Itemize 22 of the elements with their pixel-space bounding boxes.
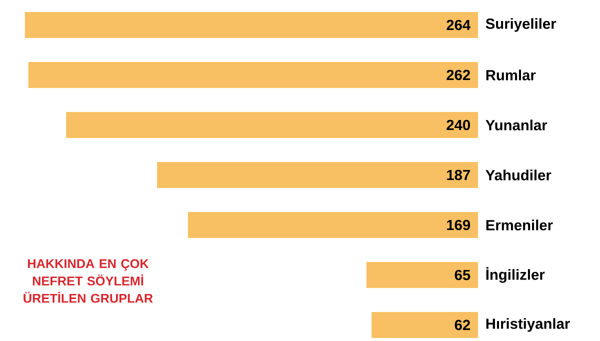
bar [188, 212, 478, 238]
bar [372, 312, 478, 338]
data-label: 264 [446, 20, 471, 30]
data-label: 169 [447, 220, 470, 230]
bar [157, 162, 478, 188]
bar [28, 62, 478, 88]
data-label: 65 [454, 270, 470, 280]
y-tick-label: Yahudiler [486, 170, 552, 180]
data-label: 240 [446, 120, 470, 130]
y-tick-label: Ermeniler [486, 220, 553, 230]
y-tick-label: Suriyeliler [486, 18, 556, 32]
data-label: 262 [446, 70, 470, 80]
data-label: 187 [447, 170, 470, 180]
bar [24, 12, 478, 38]
bar [66, 112, 478, 138]
bar [366, 262, 478, 288]
data-label: 62 [454, 320, 470, 330]
y-tick-label: Yunanlar [486, 120, 548, 130]
text: HAKKINDA EN ÇOK NEFRET SÖYLEMİ ÜRETİLEN GRUPLAR [24, 259, 153, 303]
y-tick-label: İngilizler [486, 267, 545, 283]
y-tick-label: Hıristiyanlar [486, 318, 570, 332]
y-tick-label: Rumlar [486, 70, 536, 80]
